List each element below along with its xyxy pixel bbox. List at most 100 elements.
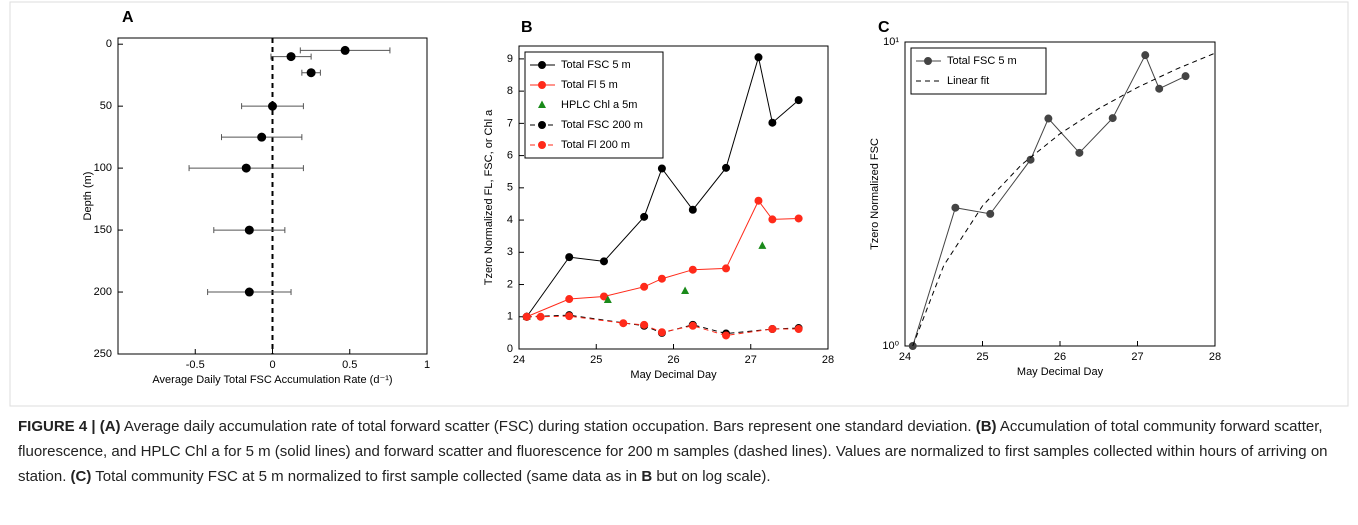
x-tick-label: 28: [822, 354, 834, 366]
marker: [754, 196, 763, 205]
marker: [681, 286, 690, 294]
series-line: [526, 315, 799, 336]
marker: [1075, 148, 1084, 157]
y-tick-label: 0: [507, 343, 513, 355]
marker: [688, 265, 697, 274]
panel-letter: B: [521, 19, 533, 36]
marker: [522, 312, 531, 321]
x-axis-label: May Decimal Day: [630, 369, 717, 381]
y-tick-label: 100: [94, 162, 112, 174]
y-tick-label: 250: [94, 348, 112, 360]
x-tick-label: -0.5: [186, 359, 205, 371]
y-tick-label: 2: [507, 278, 513, 290]
legend-marker: [538, 81, 546, 89]
series-line: [526, 57, 799, 318]
series-line: [912, 52, 1216, 347]
caption-text: but on log scale).: [652, 468, 771, 485]
marker: [640, 320, 649, 329]
legend-label: HPLC Chl a 5m: [561, 99, 637, 111]
y-tick-label: 6: [507, 150, 513, 162]
marker: [640, 212, 649, 221]
panel-letter: C: [878, 19, 890, 36]
y-tick-label: 1: [507, 311, 513, 323]
marker: [565, 253, 574, 262]
figure-border: [9, 1, 1349, 407]
legend-box: [524, 51, 664, 159]
y-tick-label: 5: [507, 182, 513, 194]
y-tick-label: 4: [507, 214, 513, 226]
legend-label: Linear fit: [947, 75, 989, 87]
marker: [951, 203, 960, 212]
legend-marker: [538, 121, 546, 129]
marker: [599, 257, 608, 266]
legend-marker: [538, 141, 546, 149]
marker: [794, 214, 803, 223]
y-axis-label: Depth (m): [82, 172, 94, 221]
marker: [722, 331, 731, 340]
marker: [758, 241, 767, 249]
x-tick-label: 1: [424, 359, 430, 371]
y-tick-label: 200: [94, 286, 112, 298]
legend-marker: [538, 61, 546, 69]
caption-text: B: [641, 468, 653, 485]
y-axis-label: Tzero Normalized FL, FSC, or Chl a: [483, 109, 495, 285]
x-tick-label: 25: [976, 351, 988, 363]
caption-text: FIGURE 4 | (A): [18, 418, 121, 435]
legend-box: [910, 47, 1047, 95]
marker: [768, 215, 777, 224]
marker: [257, 132, 267, 142]
x-tick-label: 28: [1209, 351, 1221, 363]
marker: [241, 163, 251, 173]
y-tick-label: 50: [100, 100, 112, 112]
y-tick-label: 9: [507, 53, 513, 65]
marker: [768, 118, 777, 127]
marker: [619, 319, 628, 328]
caption-text: Accumulation of total community forward …: [18, 418, 1328, 485]
marker: [754, 53, 763, 62]
marker: [640, 282, 649, 291]
legend-label: Total Fl 200 m: [561, 139, 630, 151]
marker: [1108, 114, 1117, 123]
marker: [244, 287, 254, 297]
marker: [1141, 51, 1150, 60]
x-tick-label: 26: [667, 354, 679, 366]
marker: [722, 163, 731, 172]
y-tick-label: 3: [507, 246, 513, 258]
x-tick-label: 27: [745, 354, 757, 366]
marker: [244, 225, 254, 235]
legend-label: Total Fl 5 m: [561, 79, 618, 91]
caption: FIGURE 4 | (A) Average daily accumulatio…: [18, 414, 1340, 489]
caption-text: (C): [70, 468, 92, 485]
marker: [1044, 114, 1053, 123]
marker: [306, 68, 316, 78]
y-tick-label: 8: [507, 85, 513, 97]
legend-label: Total FSC 200 m: [561, 119, 643, 131]
series-line: [912, 53, 1186, 347]
legend-marker: [538, 100, 546, 108]
legend-marker: [924, 57, 932, 65]
panel-letter: A: [122, 9, 134, 26]
y-tick-label: 7: [507, 117, 513, 129]
marker: [1155, 84, 1164, 93]
x-tick-label: 0.5: [342, 359, 357, 371]
marker: [794, 96, 803, 105]
marker: [986, 209, 995, 218]
x-tick-label: 27: [1131, 351, 1143, 363]
legend-label: Total FSC 5 m: [947, 55, 1017, 67]
caption-text: Average daily accumulation rate of total…: [120, 418, 976, 435]
marker: [565, 312, 574, 321]
marker: [722, 264, 731, 273]
marker: [657, 274, 666, 283]
x-tick-label: 0: [269, 359, 275, 371]
caption-text: Total community FSC at 5 m normalized to…: [91, 468, 642, 485]
marker: [268, 101, 277, 111]
marker: [286, 52, 296, 62]
y-axis-label: Tzero Normalized FSC: [869, 138, 881, 250]
y-tick-label: 10⁰: [882, 340, 899, 352]
legend-label: Total FSC 5 m: [561, 59, 631, 71]
marker: [768, 325, 777, 334]
x-axis-label: Average Daily Total FSC Accumulation Rat…: [152, 374, 392, 386]
marker: [603, 295, 612, 304]
